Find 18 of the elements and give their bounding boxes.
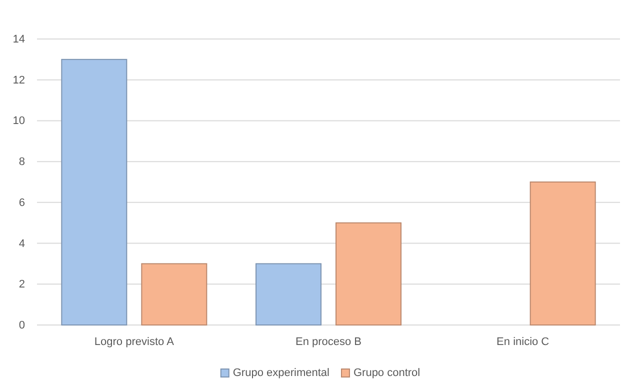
legend-label: Grupo experimental (232, 367, 330, 379)
x-tick-label: En proceso B (295, 336, 362, 348)
x-tick-label: Logro previsto A (94, 336, 175, 348)
x-tick-label: En inicio C (496, 336, 550, 348)
y-tick-label: 10 (12, 115, 25, 128)
y-tick-label: 2 (18, 278, 25, 291)
y-tick-label: 4 (18, 238, 25, 250)
y-tick-label: 8 (18, 156, 25, 168)
bar (530, 182, 596, 326)
legend-label: Grupo control (353, 367, 420, 379)
bar (61, 58, 128, 326)
bar (141, 263, 208, 326)
y-tick-label: 6 (18, 196, 25, 209)
bar (336, 222, 402, 326)
bar (256, 263, 322, 326)
y-tick-label: 12 (12, 74, 25, 86)
y-tick-label: 14 (12, 34, 25, 46)
y-tick-label: 0 (18, 320, 25, 332)
